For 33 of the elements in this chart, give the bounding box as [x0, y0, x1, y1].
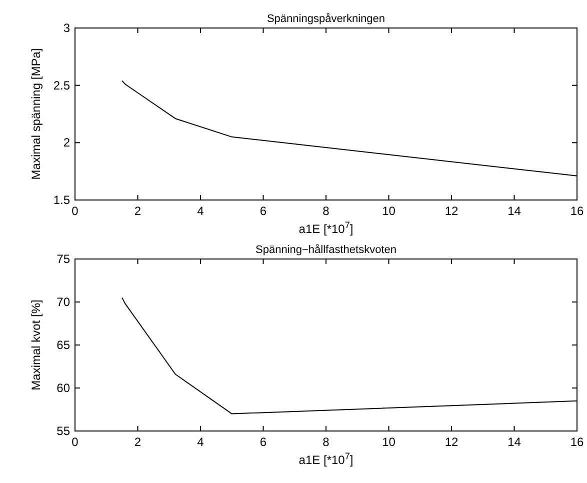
y-tick-label: 75 [56, 252, 70, 266]
y-tick-label: 65 [56, 338, 70, 352]
y-tick-label: 2.5 [53, 78, 70, 92]
x-axis-title: a1E [*10$^{7}$] [298, 220, 354, 236]
x-tick-label: 14 [508, 435, 522, 449]
y-tick-label: 1.5 [53, 193, 70, 207]
x-tick-label: 16 [570, 204, 584, 218]
y-tick-label: 3 [63, 21, 70, 35]
chart-title: Spänningspåverkningen [266, 13, 386, 25]
x-tick-label: 0 [72, 204, 79, 218]
y-tick-label: 2 [63, 136, 70, 150]
x-axis-title: a1E [*10$^{7}$] [298, 451, 354, 467]
x-tick-label: 4 [197, 435, 204, 449]
y-tick-label: 70 [56, 295, 70, 309]
x-tick-label: 4 [197, 204, 204, 218]
x-tick-label: 2 [134, 204, 142, 218]
x-tick-label: 6 [260, 435, 267, 449]
x-tick-label: 0 [72, 435, 79, 449]
x-tick-label: 10 [382, 435, 396, 449]
x-tick-label: 8 [322, 435, 330, 449]
x-tick-label: 14 [508, 204, 522, 218]
chart-title: Spänning−hållfasthetskvoten [256, 244, 396, 256]
x-tick-label: 2 [134, 435, 142, 449]
x-tick-label: 16 [570, 435, 584, 449]
y-axis-title: Maximal kvot [%] [29, 300, 43, 390]
y-axis-title: Maximal spänning [MPa] [29, 48, 43, 180]
x-tick-label: 6 [260, 204, 267, 218]
y-tick-label: 60 [56, 381, 70, 395]
x-tick-label: 12 [444, 435, 458, 449]
y-tick-label: 55 [56, 424, 70, 438]
x-tick-label: 12 [444, 204, 458, 218]
x-tick-label: 10 [382, 204, 396, 218]
x-tick-label: 8 [322, 204, 330, 218]
